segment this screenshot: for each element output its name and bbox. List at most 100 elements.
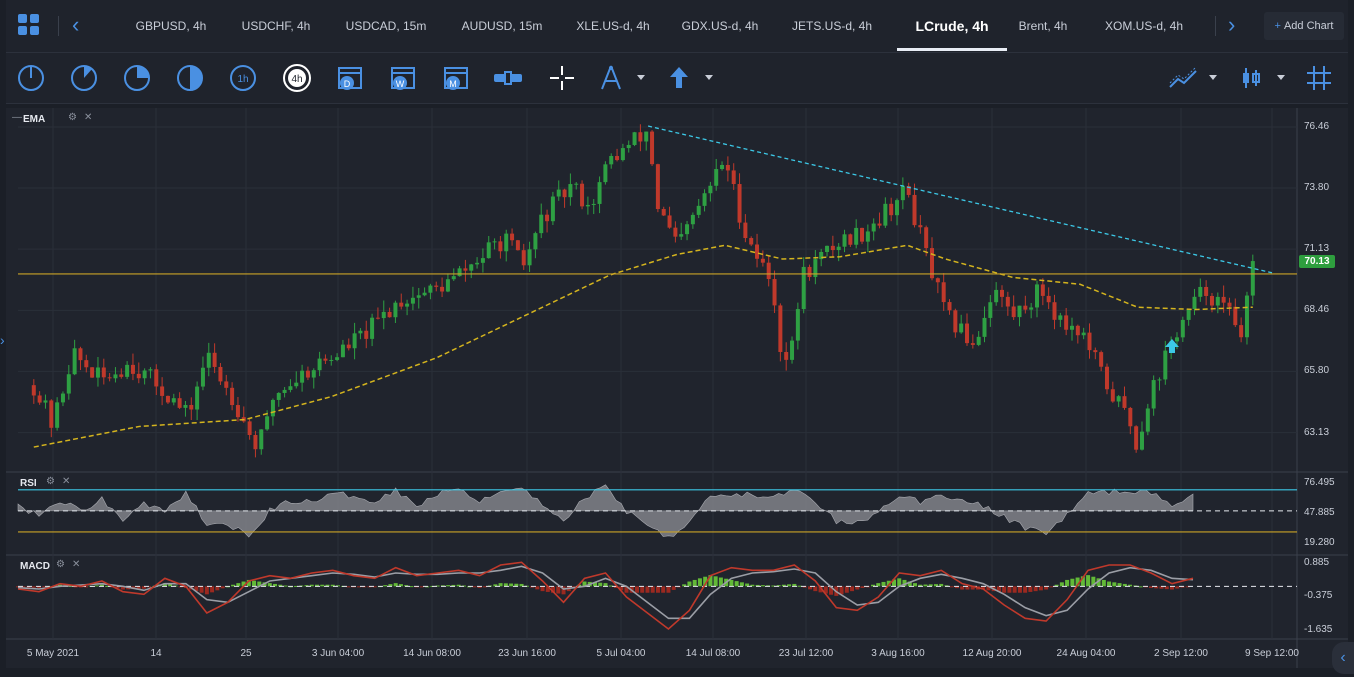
macd-bar xyxy=(419,586,424,588)
candle-body xyxy=(486,242,491,259)
close-icon[interactable]: ✕ xyxy=(62,476,71,487)
macd-bar xyxy=(42,586,47,588)
timeframe-4h-icon[interactable]: 4h xyxy=(282,63,312,93)
macd-bar xyxy=(1086,575,1091,587)
candle-body xyxy=(165,395,170,403)
macd-bar xyxy=(493,584,498,587)
crosshair-icon[interactable] xyxy=(547,63,577,93)
macd-indicator-label[interactable]: MACD xyxy=(20,561,50,572)
chart-canvas[interactable] xyxy=(6,108,1348,668)
macd-bar xyxy=(996,586,1001,592)
macd-bar xyxy=(1059,582,1064,587)
y-tick-label: -1.635 xyxy=(1304,623,1333,635)
tab-xle-us-d-4h[interactable]: XLE.US-d, 4h xyxy=(576,19,650,33)
candle-body xyxy=(288,386,293,390)
active-tab-indicator xyxy=(897,48,1007,51)
y-tick-label: 0.885 xyxy=(1304,556,1330,568)
candle-body xyxy=(84,360,89,368)
settings-gear-icon[interactable]: ⚙ xyxy=(68,112,77,123)
tab-jets-us-d-4h[interactable]: JETS.US-d, 4h xyxy=(791,19,873,33)
settings-gear-icon[interactable]: ⚙ xyxy=(46,476,55,487)
macd-bar xyxy=(503,583,508,587)
candle-body xyxy=(725,164,730,171)
tab-usdchf-4h[interactable]: USDCHF, 4h xyxy=(241,19,311,33)
macd-bar xyxy=(1049,586,1054,588)
macd-bar xyxy=(530,586,535,588)
candlestick-type-icon[interactable] xyxy=(1236,63,1266,93)
candle-body xyxy=(340,344,345,358)
macd-bar xyxy=(713,576,718,587)
candle-body xyxy=(615,156,620,161)
timeframe-30m-icon[interactable] xyxy=(175,63,205,93)
right-panel-toggle-icon[interactable]: ‹ xyxy=(1332,642,1354,674)
ema-indicator-label[interactable]: EMA xyxy=(23,114,46,125)
macd-bar xyxy=(1154,586,1159,589)
tabs-scroll-left-icon[interactable]: ‹ xyxy=(72,12,80,37)
macd-bar xyxy=(1112,582,1117,587)
macd-bar xyxy=(902,579,907,587)
left-panel-toggle-icon[interactable]: › xyxy=(0,332,5,348)
macd-bar xyxy=(860,586,865,588)
tab-xom-us-d-4h[interactable]: XOM.US-d, 4h xyxy=(1104,19,1184,33)
timeframe-monthly-icon[interactable]: M xyxy=(441,63,471,93)
timeframe-weekly-icon[interactable]: W xyxy=(388,63,418,93)
tab-gdx-us-d-4h[interactable]: GDX.US-d, 4h xyxy=(681,19,759,33)
arrow-up-tool-icon[interactable] xyxy=(664,63,694,93)
tab-usdcad-15m[interactable]: USDCAD, 15m xyxy=(345,19,427,33)
macd-bar xyxy=(482,586,487,588)
macd-bar xyxy=(960,586,965,590)
macd-bar xyxy=(1075,577,1080,587)
macd-bar xyxy=(839,586,844,595)
candle-body xyxy=(795,309,800,341)
macd-bar xyxy=(210,586,215,593)
macd-bar xyxy=(771,585,776,587)
tab-lcrude-4h[interactable]: LCrude, 4h xyxy=(915,18,989,34)
macd-bar xyxy=(1065,579,1070,587)
tab-gbpusd-4h[interactable]: GBPUSD, 4h xyxy=(135,19,207,33)
timeframe-1m-icon[interactable] xyxy=(16,63,46,93)
macd-line xyxy=(17,561,1194,631)
rsi-indicator-label[interactable]: RSI xyxy=(20,478,37,489)
macd-bar xyxy=(509,583,514,587)
candle-body xyxy=(906,186,911,195)
candle-body xyxy=(416,295,421,298)
tab-brent-4h[interactable]: Brent, 4h xyxy=(1018,19,1068,33)
layout-grid-icon[interactable] xyxy=(18,14,40,36)
macd-bar xyxy=(897,578,902,587)
tabs-scroll-right-icon[interactable]: › xyxy=(1228,12,1236,37)
settings-gear-icon[interactable]: ⚙ xyxy=(56,559,65,570)
add-chart-button[interactable]: + Add Chart xyxy=(1264,12,1344,40)
drawing-compass-icon[interactable] xyxy=(596,63,626,93)
candle-body xyxy=(335,357,340,360)
candle-body xyxy=(1034,284,1039,308)
macd-bar xyxy=(865,586,870,588)
tab-audusd-15m[interactable]: AUDUSD, 15m xyxy=(461,19,543,33)
macd-bar xyxy=(267,583,272,587)
macd-bar xyxy=(94,585,99,587)
chevron-down-icon[interactable] xyxy=(1209,75,1217,80)
timeframe-5m-icon[interactable] xyxy=(69,63,99,93)
close-icon[interactable]: ✕ xyxy=(84,112,93,123)
chevron-down-icon[interactable] xyxy=(1277,75,1285,80)
chevron-down-icon[interactable] xyxy=(705,75,713,80)
indicators-icon[interactable] xyxy=(1168,63,1198,93)
macd-bar xyxy=(1122,583,1127,587)
grid-toggle-icon[interactable] xyxy=(1304,63,1334,93)
macd-bar xyxy=(802,586,807,588)
chart-tab-bar: ‹ GBPUSD, 4h USDCHF, 4h USDCAD, 15m AUDUSD,… xyxy=(6,0,1348,53)
macd-bar xyxy=(1149,586,1154,588)
candle-body xyxy=(749,238,754,245)
horizontal-line-tool-icon[interactable] xyxy=(493,63,523,93)
candle-body xyxy=(434,285,439,287)
candle-body xyxy=(556,189,561,197)
collapse-icon[interactable]: — xyxy=(12,112,22,123)
timeframe-daily-icon[interactable]: D xyxy=(335,63,365,93)
close-icon[interactable]: ✕ xyxy=(72,559,81,570)
chevron-down-icon[interactable] xyxy=(637,75,645,80)
y-tick-label: 73.80 xyxy=(1304,181,1330,193)
timeframe-15m-icon[interactable] xyxy=(122,63,152,93)
chart-area[interactable] xyxy=(6,108,1348,668)
macd-bar xyxy=(844,586,849,593)
macd-bar xyxy=(1128,584,1133,587)
timeframe-1h-icon[interactable]: 1h xyxy=(228,63,258,93)
